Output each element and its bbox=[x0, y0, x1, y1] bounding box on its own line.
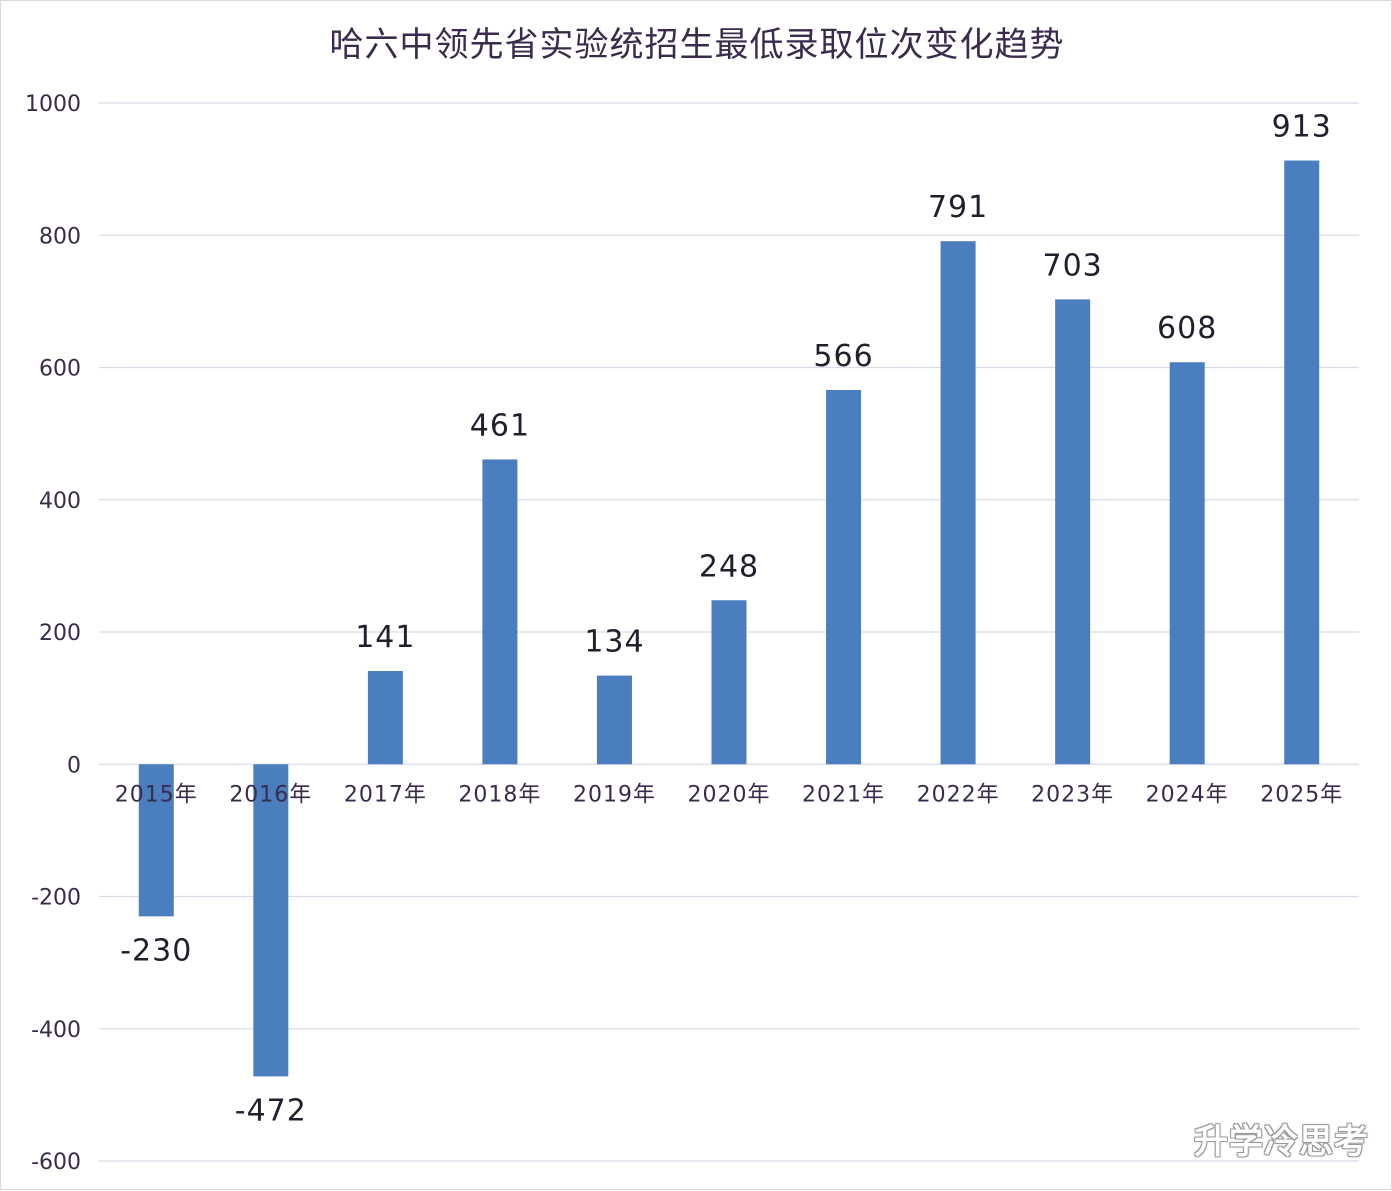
bar bbox=[253, 764, 289, 1077]
data-label: 913 bbox=[1272, 110, 1332, 145]
bar bbox=[1284, 160, 1320, 765]
y-tick-label: 200 bbox=[39, 621, 81, 646]
x-tick-label: 2020年 bbox=[688, 782, 771, 807]
data-label: -472 bbox=[235, 1093, 307, 1128]
bar bbox=[482, 459, 518, 765]
y-tick-label: 600 bbox=[39, 357, 81, 382]
data-label: 703 bbox=[1043, 248, 1103, 283]
bar bbox=[940, 241, 976, 765]
chart-title: 哈六中领先省实验统招生最低录取位次变化趋势 bbox=[329, 25, 1065, 65]
data-label: 134 bbox=[584, 625, 644, 660]
y-tick-label: 800 bbox=[39, 224, 81, 249]
y-tick-label: -200 bbox=[31, 886, 81, 911]
bar bbox=[367, 671, 403, 765]
x-tick-label: 2016年 bbox=[229, 782, 312, 807]
bar bbox=[138, 764, 174, 917]
x-tick-label: 2023年 bbox=[1031, 782, 1114, 807]
x-tick-label: 2018年 bbox=[458, 782, 541, 807]
data-label: 791 bbox=[928, 190, 988, 225]
data-label: 566 bbox=[813, 339, 873, 374]
bar bbox=[826, 389, 862, 765]
data-label: 461 bbox=[470, 408, 530, 443]
x-tick-label: 2015年 bbox=[115, 782, 198, 807]
data-label: -230 bbox=[120, 933, 192, 968]
x-tick-label: 2022年 bbox=[917, 782, 1000, 807]
data-label: 608 bbox=[1157, 311, 1217, 346]
bar bbox=[1055, 299, 1091, 765]
bar bbox=[1169, 362, 1205, 765]
y-tick-label: 1000 bbox=[25, 92, 81, 117]
bar bbox=[711, 600, 747, 765]
x-tick-label: 2021年 bbox=[802, 782, 885, 807]
x-tick-label: 2025年 bbox=[1260, 782, 1343, 807]
y-tick-label: 400 bbox=[39, 489, 81, 514]
data-label: 248 bbox=[699, 549, 759, 584]
x-tick-label: 2019年 bbox=[573, 782, 656, 807]
bar bbox=[596, 675, 632, 765]
y-tick-label: 0 bbox=[67, 753, 81, 778]
data-label: 141 bbox=[355, 620, 415, 655]
x-tick-label: 2017年 bbox=[344, 782, 427, 807]
y-tick-label: -400 bbox=[31, 1018, 81, 1043]
watermark-text: 升学冷思考 bbox=[1194, 1122, 1369, 1162]
y-tick-label: -600 bbox=[31, 1150, 81, 1175]
x-tick-label: 2024年 bbox=[1146, 782, 1229, 807]
